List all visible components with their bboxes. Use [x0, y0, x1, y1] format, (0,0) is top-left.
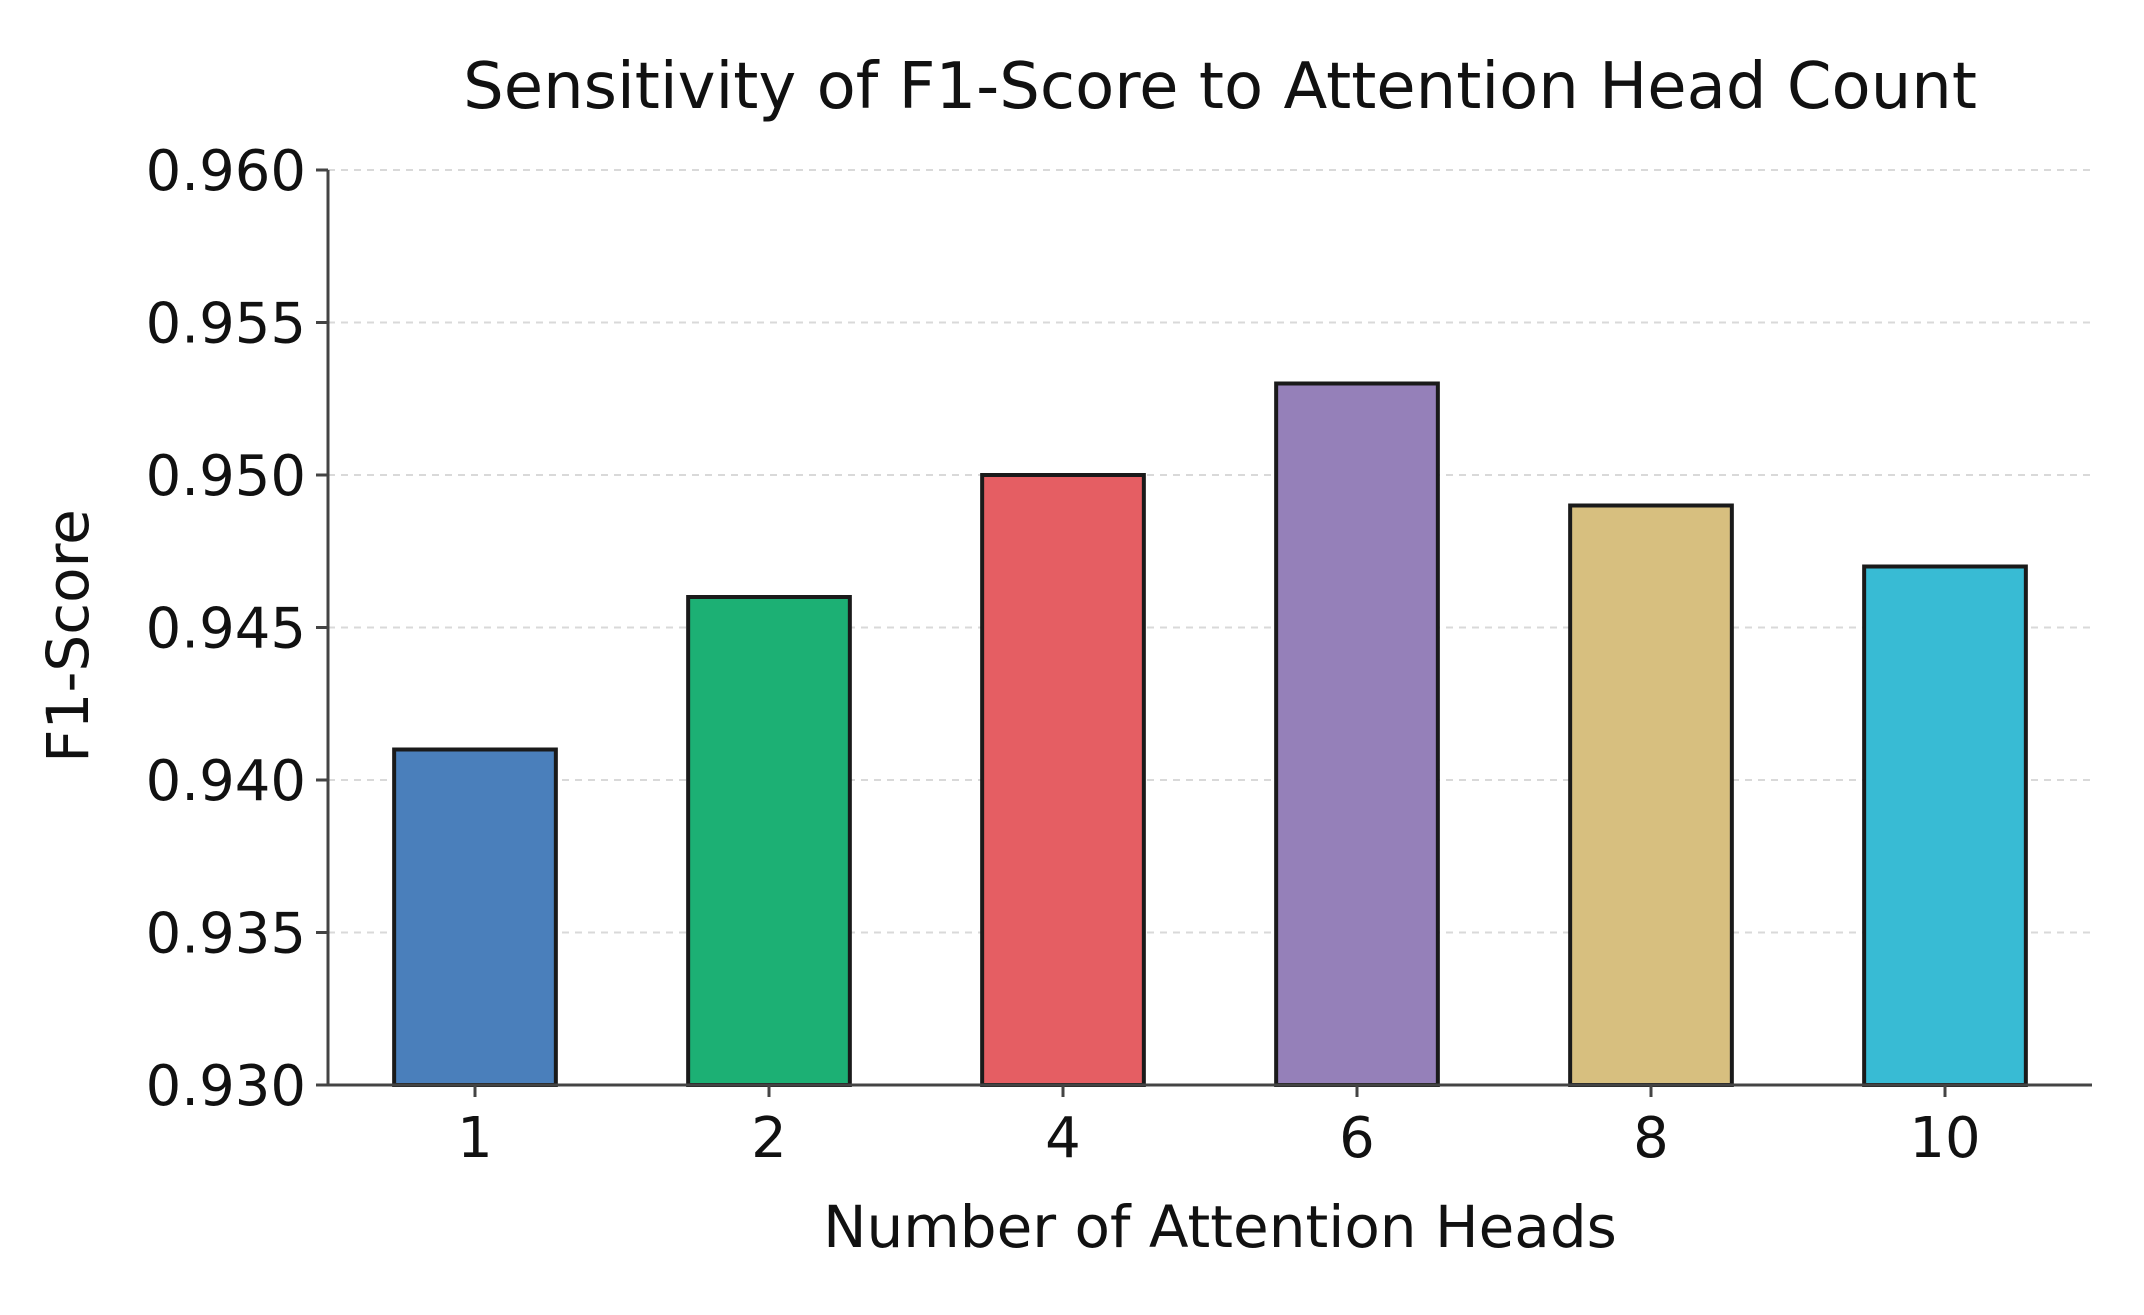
chart-title: Sensitivity of F1-Score to Attention Hea… [463, 50, 1977, 124]
bar-6 [1274, 381, 1440, 1087]
x-axis-label: Number of Attention Heads [823, 1193, 1617, 1261]
y-tick-label: 0.955 [146, 292, 306, 357]
y-tick-label: 0.940 [146, 749, 306, 814]
x-tick-label: 8 [1633, 1106, 1669, 1171]
grid-layer [328, 169, 2092, 934]
bars-layer [392, 381, 2028, 1087]
x-tick-label: 10 [1909, 1106, 1980, 1171]
x-tick-label: 1 [457, 1106, 493, 1171]
bar-2 [686, 595, 852, 1087]
ticks-layer: 0.930 0.935 0.940 0.945 0.950 0.955 0.960 1 2 4 6 8… [146, 139, 1981, 1171]
x-tick-label: 4 [1045, 1106, 1081, 1171]
y-tick-label: 0.930 [146, 1054, 306, 1119]
bar-1 [392, 747, 558, 1087]
y-tick-label: 0.945 [146, 597, 306, 662]
y-axis-label: F1-Score [34, 509, 102, 763]
bar-8 [1568, 503, 1734, 1087]
y-tick-label: 0.935 [146, 902, 306, 967]
y-tick-label: 0.960 [146, 139, 306, 204]
x-tick-label: 6 [1339, 1106, 1375, 1171]
y-tick-label: 0.950 [146, 444, 306, 509]
bar-10 [1862, 564, 2028, 1087]
bar-4 [980, 473, 1146, 1087]
x-tick-label: 2 [751, 1106, 787, 1171]
